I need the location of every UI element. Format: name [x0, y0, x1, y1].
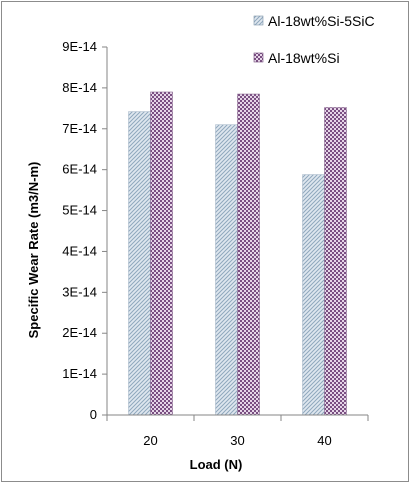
- legend-swatch-series-1: [253, 15, 264, 26]
- y-tick-label: 2E-14: [62, 325, 97, 340]
- legend-label-series-1: Al-18wt%Si-5SiC: [268, 13, 375, 29]
- y-tick-label: 5E-14: [62, 203, 97, 218]
- legend: Al-18wt%Si-5SiC Al-18wt%Si: [253, 13, 375, 66]
- y-tick-label: 0: [90, 407, 97, 422]
- bar-series-2-40: [324, 107, 347, 416]
- legend-label-series-2: Al-18wt%Si: [268, 50, 340, 66]
- x-tick-label: 20: [143, 433, 157, 448]
- bar-series-1-20: [128, 111, 151, 416]
- x-tick-label: 40: [317, 433, 331, 448]
- axes-layer: [102, 46, 369, 421]
- y-tick-label: 8E-14: [62, 80, 97, 95]
- bar-series-1-30: [215, 124, 238, 416]
- x-tick-label: 30: [230, 433, 244, 448]
- y-tick-label: 6E-14: [62, 162, 97, 177]
- y-tick-label: 3E-14: [62, 284, 97, 299]
- x-axis-title: Load (N): [190, 457, 243, 472]
- bar-series-2-30: [237, 93, 260, 416]
- y-tick-labels: 0 1E-14 2E-14 3E-14 4E-14 5E-14 6E-14 7E-14 8E-1…: [62, 39, 97, 422]
- y-tick-label: 7E-14: [62, 121, 97, 136]
- bar-series-2-20: [150, 91, 173, 416]
- y-tick-label: 4E-14: [62, 243, 97, 258]
- y-axis-title: Specific Wear Rate (m3/N-m): [26, 162, 41, 339]
- y-tick-label: 1E-14: [62, 366, 97, 381]
- legend-swatch-series-2: [253, 52, 264, 63]
- y-tick-label: 9E-14: [62, 39, 97, 54]
- x-tick-labels: 20 30 40: [143, 433, 331, 448]
- bar-series-1-40: [302, 174, 325, 416]
- bars-layer: [128, 91, 347, 416]
